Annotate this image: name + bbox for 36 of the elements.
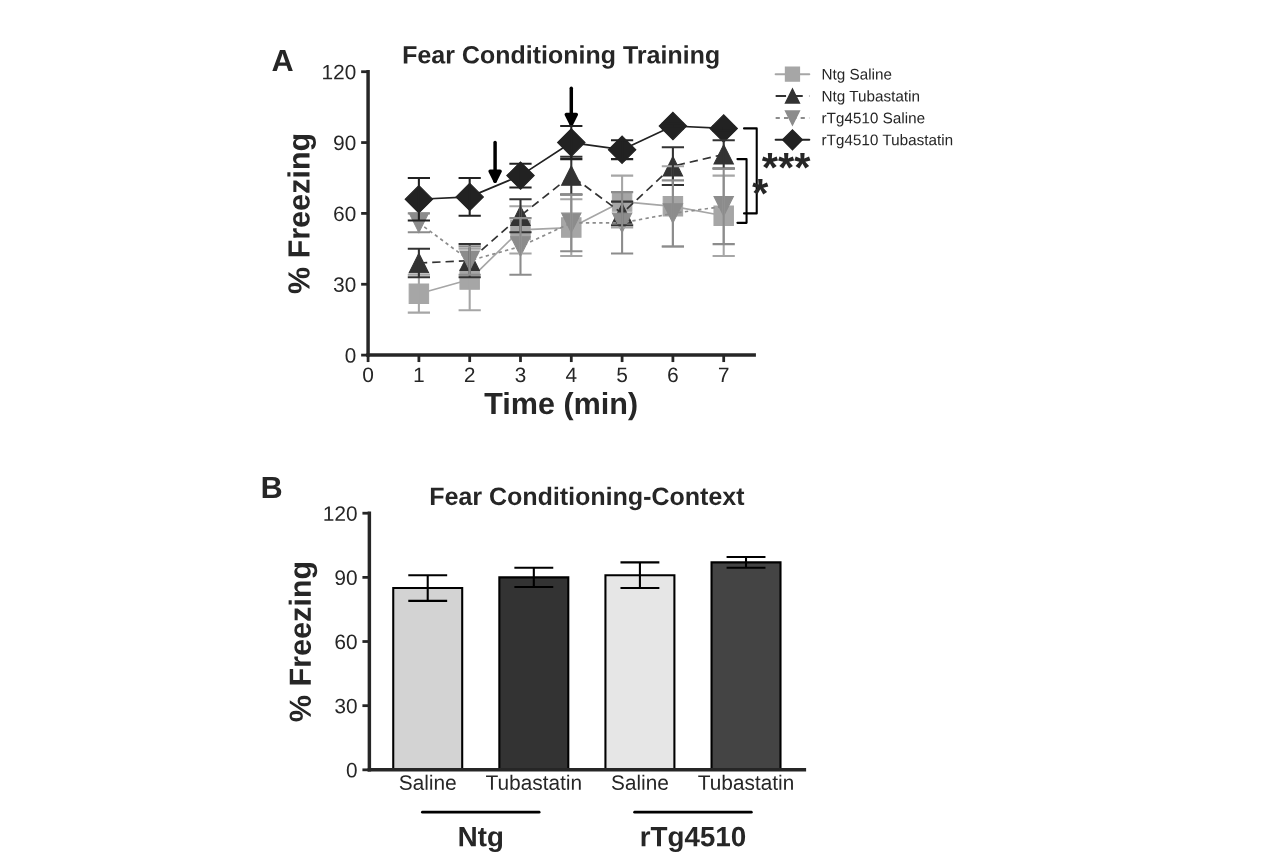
x-tick-label: 1 <box>414 367 424 383</box>
y-tick-label: 30 <box>335 698 357 714</box>
y-tick-label: 0 <box>346 762 357 778</box>
y-tick-label: 120 <box>324 506 357 521</box>
y-tick-label: 30 <box>333 277 356 293</box>
text: Ntg <box>459 827 503 853</box>
x-tick-label: 5 <box>617 367 628 383</box>
text: *** <box>761 153 811 169</box>
x-tick-label: 0 <box>363 367 374 383</box>
text: A <box>272 50 293 72</box>
text: rTg4510 <box>641 826 746 853</box>
y-tick-label: 60 <box>334 206 356 222</box>
legend-label: rTg4510 Tubastatin <box>822 134 953 149</box>
y-axis-title: % Freezing <box>287 134 316 294</box>
x-tick-label: 4 <box>565 367 577 383</box>
chart-title: Fear Conditioning-Context <box>430 486 745 511</box>
x-axis-title: Time (min) <box>484 391 637 421</box>
y-axis-title: % Freezing <box>288 562 318 722</box>
x-tick-label: Tubastatin <box>486 774 581 790</box>
x-tick-label: Saline <box>399 774 456 790</box>
x-tick-label: Saline <box>611 774 668 790</box>
y-tick-label: 0 <box>345 348 356 363</box>
y-tick-label: 120 <box>323 64 356 80</box>
x-tick-label: 7 <box>718 367 729 383</box>
y-tick-label: 90 <box>334 135 356 151</box>
legend-label: Ntg Tubastatin <box>822 90 920 105</box>
legend-label: Ntg Saline <box>822 68 892 83</box>
legend-label: rTg4510 Saline <box>822 112 925 127</box>
text: B <box>262 477 282 499</box>
y-tick-label: 60 <box>335 634 357 650</box>
x-tick-label: 2 <box>464 367 475 383</box>
x-tick-label: 3 <box>515 367 526 383</box>
y-tick-label: 90 <box>335 570 357 586</box>
x-tick-label: 6 <box>668 367 678 383</box>
x-tick-label: Tubastatin <box>698 774 793 790</box>
chart-title: Fear Conditioning Training <box>403 45 719 69</box>
